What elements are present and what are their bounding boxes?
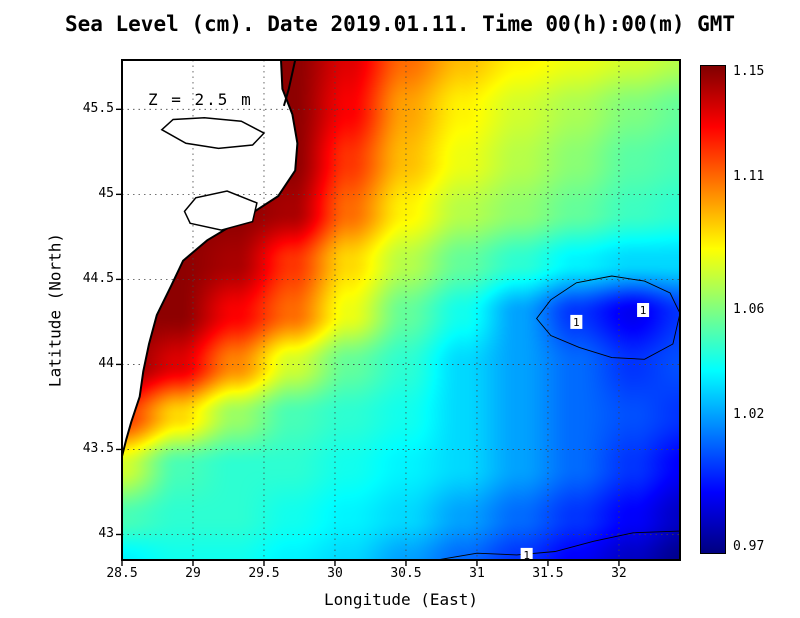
x-axis-label: Longitude (East) [323,590,479,609]
y-tick-label: 44 [98,356,114,372]
x-tick-label: 31 [469,566,485,581]
colorbar [700,65,726,554]
y-axis-label: Latitude (North) [45,232,65,388]
y-tick-label: 45 [98,186,114,202]
colorbar-tick-label: 1.02 [733,407,765,423]
x-tick-label: 29 [185,566,201,581]
x-tick-label: 30 [327,566,343,581]
y-tick-label: 43 [98,526,114,542]
chart-title: Sea Level (cm). Date 2019.01.11. Time 00… [64,12,736,36]
y-tick-label: 43.5 [82,441,114,457]
x-tick-label: 28.5 [106,566,138,581]
colorbar-tick-label: 1.15 [733,63,765,79]
colorbar-tick-label: 0.97 [733,539,765,555]
colorbar-tick-label: 1.11 [733,169,765,185]
y-tick-label: 45.5 [82,101,114,117]
x-tick-label: 29.5 [248,566,280,581]
x-tick-label: 31.5 [532,566,564,581]
heatmap-canvas [122,60,680,560]
y-tick-label: 44.5 [82,271,114,287]
x-tick-label: 30.5 [390,566,422,581]
depth-annotation: Z = 2.5 m [148,90,253,109]
x-tick-label: 32 [611,566,627,581]
colorbar-tick-label: 1.06 [733,301,765,317]
